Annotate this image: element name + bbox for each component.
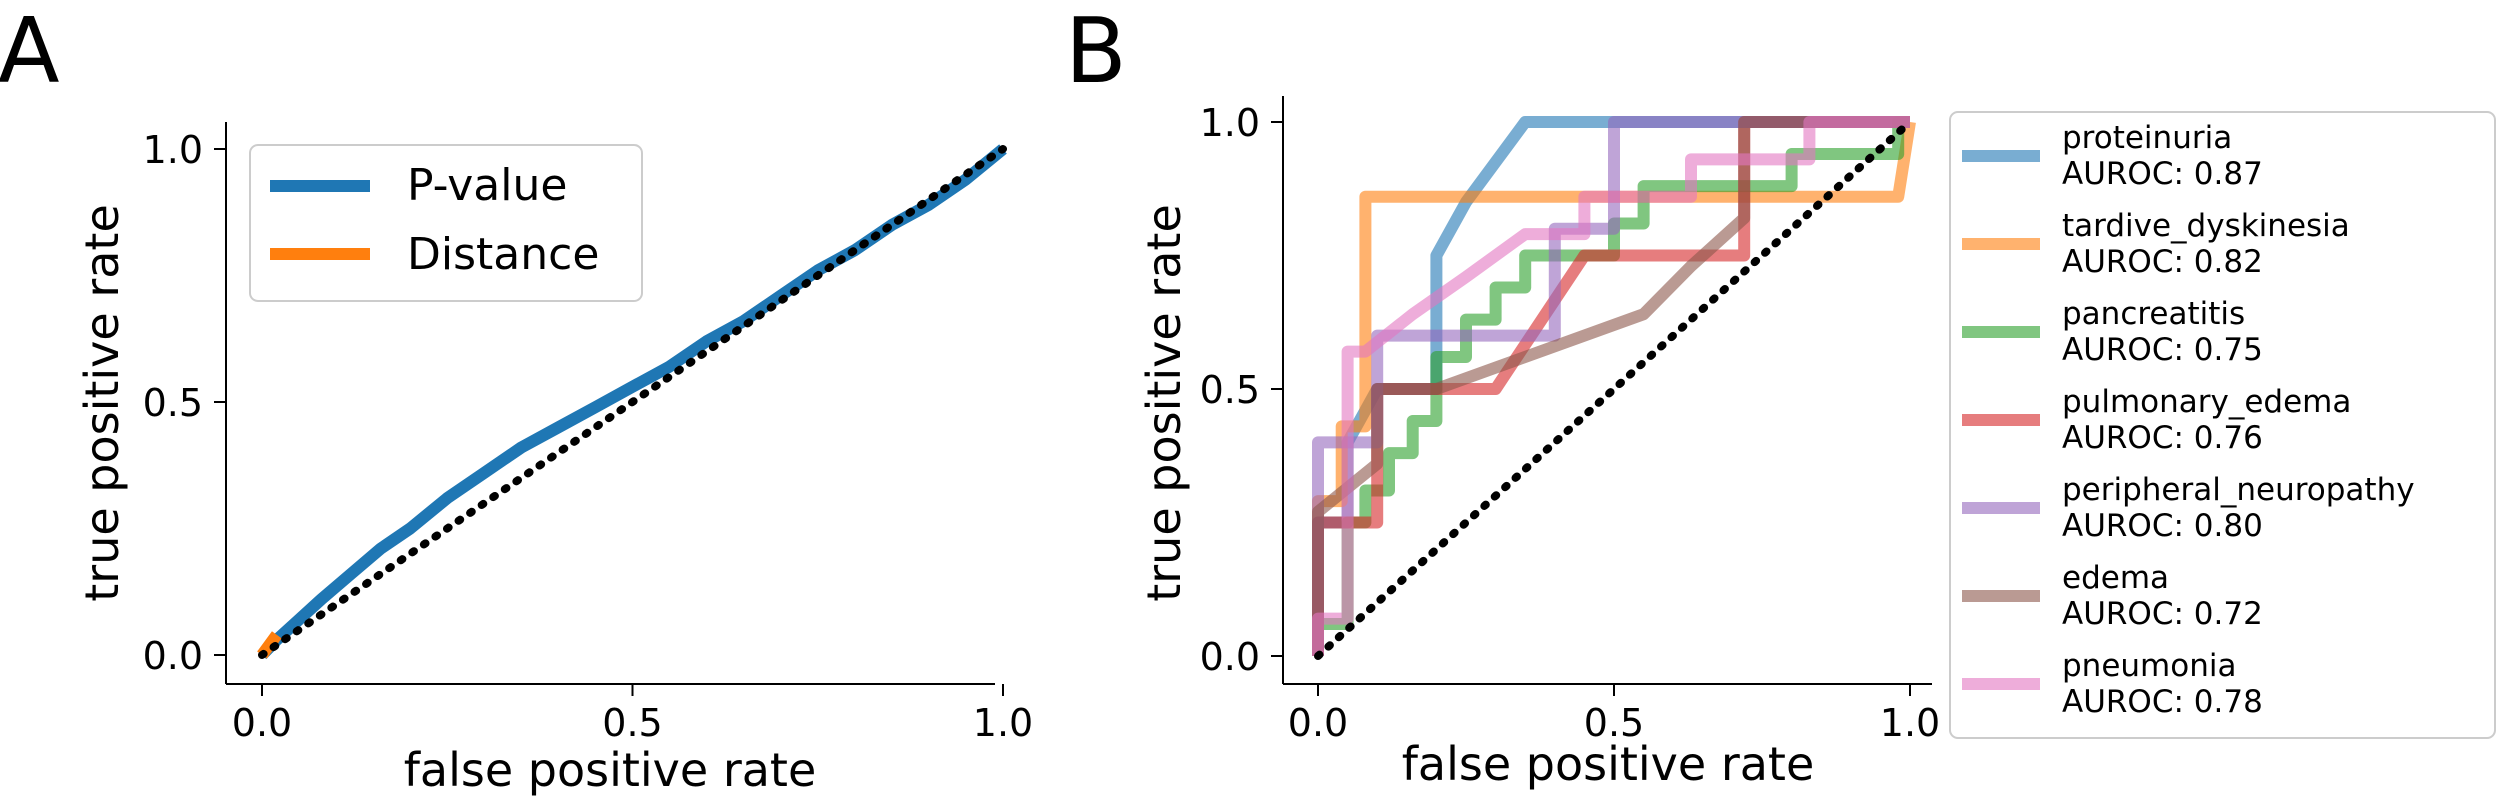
x-tick-label: 0.5 (602, 701, 662, 745)
x-axis-label: false positive rate (1402, 737, 1815, 791)
panel-b-plot: 0.0 0.5 1.0 0.0 0.5 1.0 false positive rate t… (1137, 96, 2496, 791)
legend-label-pneumonia: pneumonia (2062, 648, 2236, 684)
y-axis-label: true positive rate (75, 204, 129, 602)
series-line-pneumonia (1312, 116, 1910, 656)
y-tick-label: 0.5 (143, 381, 203, 425)
legend-box (1949, 111, 2496, 739)
legend-label-pulmonary-edema: pulmonary_edema (2062, 384, 2351, 420)
legend-label-pancreatitis: pancreatitis (2062, 296, 2245, 332)
legend-auroc-edema: AUROC: 0.72 (2062, 596, 2263, 632)
legend: P-value Distance (249, 144, 643, 302)
legend-label-edema: edema (2062, 560, 2169, 596)
legend-auroc-peripheral-neuropathy: AUROC: 0.80 (2062, 508, 2263, 544)
legend-label-proteinuria: proteinuria (2062, 120, 2232, 156)
x-axis-label: false positive rate (404, 743, 817, 797)
x-tick-label: 0.5 (1584, 701, 1644, 745)
y-tick-label: 0.0 (1200, 635, 1260, 679)
legend-label-distance: Distance (407, 229, 599, 280)
panel-letter-a: A (0, 0, 60, 104)
x-tick-label: 1.0 (973, 701, 1033, 745)
x-tick-label: 0.0 (1288, 701, 1348, 745)
x-tick-label: 1.0 (1880, 701, 1940, 745)
y-tick-label: 1.0 (143, 128, 203, 172)
legend-auroc-pulmonary-edema: AUROC: 0.76 (2062, 420, 2263, 456)
panel-a-plot: 0.0 0.5 1.0 0.0 0.5 1.0 false positive rate t… (75, 122, 1033, 797)
legend-label-peripheral-neuropathy: peripheral_neuropathy (2062, 472, 2415, 508)
legend-auroc-pancreatitis: AUROC: 0.75 (2062, 332, 2263, 368)
x-tick-label: 0.0 (232, 701, 292, 745)
legend-label-p-value: P-value (407, 160, 567, 211)
panel-letter-b: B (1065, 0, 1127, 104)
legend-auroc-proteinuria: AUROC: 0.87 (2062, 156, 2263, 192)
y-tick-label: 1.0 (1200, 101, 1260, 145)
diagonal-reference-line (258, 145, 1007, 659)
legend-auroc-pneumonia: AUROC: 0.78 (2062, 684, 2263, 720)
y-tick-label: 0.0 (143, 634, 203, 678)
y-axis-label: true positive rate (1137, 204, 1191, 602)
y-tick-label: 0.5 (1200, 368, 1260, 412)
legend-label-tardive-dyskinesia: tardive_dyskinesia (2062, 208, 2350, 244)
legend-auroc-tardive-dyskinesia: AUROC: 0.82 (2062, 244, 2263, 280)
